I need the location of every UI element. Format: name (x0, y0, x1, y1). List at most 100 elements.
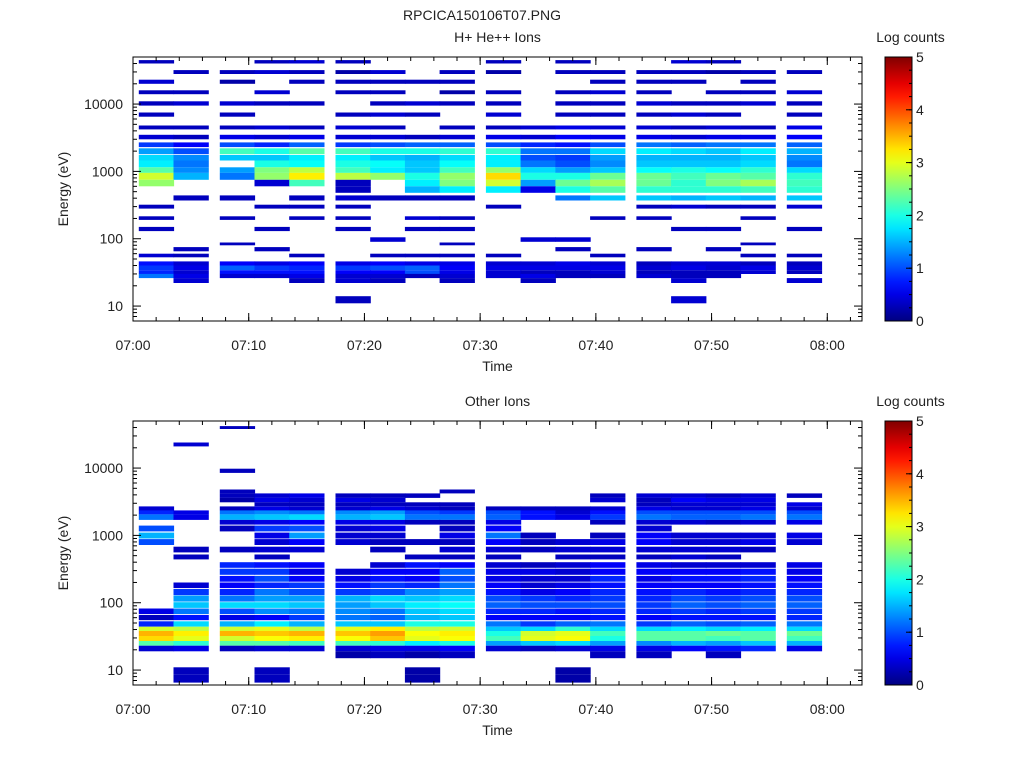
chart2-cell-20-6 (370, 589, 406, 596)
chart2-cell-8-7 (404, 510, 441, 515)
chart1-cell-13-16 (740, 172, 776, 180)
chart2-cell-12-15 (705, 532, 742, 539)
chart1-y-tick-label-1: 100 (100, 231, 124, 247)
chart2-cell-15-3 (254, 554, 290, 560)
chart2-cell-0-2 (219, 426, 256, 429)
chart2-cell-9-8 (439, 514, 475, 520)
chart2-cell-10-16 (740, 519, 776, 525)
chart1-cell-7-11 (555, 134, 591, 140)
chart1-cell-5-12 (590, 112, 626, 117)
chart2-cell-4-14 (671, 493, 707, 498)
chart1-cell-11-1 (173, 160, 209, 168)
chart2-cell-30-1 (173, 645, 209, 652)
chart1-cell-8-1 (173, 142, 209, 148)
chart2-cell-29-3 (254, 641, 290, 646)
chart2-cell-4-6 (370, 493, 406, 498)
chart2-cell-8-9 (485, 510, 522, 515)
chart1-colorbar-label: Log counts (876, 29, 945, 45)
chart2-cell-7-12 (590, 506, 626, 511)
chart1-cell-13-10 (520, 172, 556, 180)
chart1-cell-22-1 (173, 247, 209, 252)
chart2-cell-8-5 (335, 510, 371, 515)
chart2-cell-26-14 (671, 626, 707, 631)
chart2-cell-29-2 (219, 641, 256, 646)
chart2-cell-3-8 (439, 489, 475, 494)
chart1-cell-5-13 (636, 112, 672, 117)
chart2-cell-17-3 (254, 568, 290, 575)
chart2-cell-5-12 (590, 497, 626, 503)
chart1-cell-10-4 (289, 155, 325, 161)
chart2-cell-4-5 (335, 493, 371, 498)
chart2-cell-7-8 (439, 506, 475, 511)
chart1-cell-24-0 (138, 261, 175, 266)
chart2-cell-16-12 (590, 562, 626, 568)
chart1-cell-19-8 (439, 226, 475, 232)
chart2-cell-27-3 (254, 631, 290, 636)
chart1-cell-24-9 (485, 261, 522, 266)
chart1-cell-24-11 (555, 261, 591, 266)
chart2-cell-25-15 (705, 621, 742, 627)
chart1-y-tick-label-0: 10 (107, 298, 123, 314)
chart1-cell-18-7 (404, 216, 441, 220)
chart2-cell-7-6 (370, 506, 406, 511)
chart2-cell-28-2 (219, 636, 256, 641)
chart2-cell-21-13 (636, 595, 672, 602)
chart1-cell-4-17 (786, 101, 823, 106)
chart1-cell-26-15 (705, 270, 742, 274)
chart1-cell-6-9 (485, 125, 522, 130)
chart1-cell-16-2 (219, 195, 256, 201)
chart2-cell-14-15 (705, 546, 742, 553)
chart1-cell-3-3 (254, 90, 290, 95)
chart1-cell-3-12 (590, 90, 626, 95)
chart2-cell-22-10 (520, 602, 556, 608)
chart1-cell-27-7 (404, 273, 441, 279)
chart1-cell-5-2 (219, 112, 256, 117)
chart2-y-label: Energy (eV) (55, 516, 71, 591)
chart2-y-tick-label-2: 1000 (92, 527, 123, 543)
chart2-cell-20-4 (289, 589, 325, 596)
chart2-cell-21-3 (254, 595, 290, 602)
chart1-cell-12-7 (404, 167, 441, 173)
chart1-cell-9-8 (439, 148, 475, 155)
chart1-cell-9-15 (705, 148, 742, 155)
chart2-cell-8-4 (289, 510, 325, 515)
chart2-cell-10-17 (786, 519, 823, 525)
chart2-cell-9-14 (671, 514, 707, 520)
chart1-cell-9-0 (138, 148, 175, 155)
chart1-cell-0-0 (138, 60, 175, 64)
chart1-cell-24-2 (219, 261, 256, 266)
chart1-cell-14-4 (289, 179, 325, 187)
chart1-cell-28-1 (173, 278, 209, 283)
chart1-cell-6-16 (740, 125, 776, 130)
chart1-cell-9-7 (404, 148, 441, 155)
chart1-cell-18-13 (636, 216, 672, 220)
chart1-cell-7-14 (671, 134, 707, 140)
chart2-cell-16-11 (555, 562, 591, 568)
chart2-cell-24-17 (786, 614, 823, 621)
chart1-cell-10-3 (254, 155, 290, 161)
chart2-cell-18-11 (555, 575, 591, 582)
chart2-cell-29-16 (740, 641, 776, 646)
chart1-cell-9-2 (219, 148, 256, 155)
chart2-cell-6-14 (671, 502, 707, 507)
chart1-cell-7-13 (636, 134, 672, 140)
chart2-cell-7-16 (740, 506, 776, 511)
chart2-cell-12-12 (590, 532, 626, 539)
chart1-cell-10-1 (173, 155, 209, 161)
chart2-cell-22-17 (786, 602, 823, 608)
chart2-cell-20-15 (705, 589, 742, 596)
chart1-cell-2-0 (138, 79, 175, 84)
chart2-cell-14-8 (439, 546, 475, 553)
chart1-cell-17-5 (335, 204, 371, 209)
chart1-cell-16-14 (671, 195, 707, 201)
chart2-cell-33-3 (254, 674, 290, 683)
chart1-cell-25-15 (705, 265, 742, 271)
chart2-cell-15-9 (485, 554, 522, 560)
chart1-cells (138, 60, 823, 304)
chart2-cell-18-9 (485, 575, 522, 582)
chart1-cell-27-14 (671, 273, 707, 279)
chart2-cell-12-5 (335, 532, 371, 539)
chart1-cell-13-15 (705, 172, 742, 180)
chart1-cell-20-6 (370, 237, 406, 242)
chart1-cell-7-2 (219, 134, 256, 140)
